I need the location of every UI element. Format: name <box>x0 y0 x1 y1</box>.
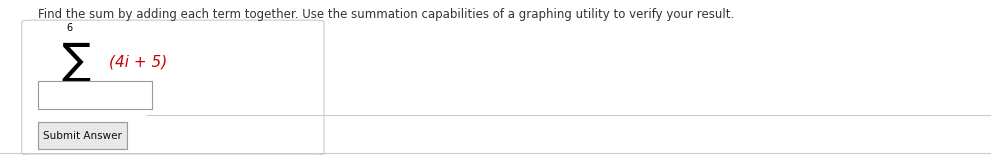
Text: (4i + 5): (4i + 5) <box>109 55 167 69</box>
Text: i = 1: i = 1 <box>59 88 83 98</box>
FancyBboxPatch shape <box>22 20 324 155</box>
Text: Find the sum by adding each term together. Use the summation capabilities of a g: Find the sum by adding each term togethe… <box>38 8 734 21</box>
FancyBboxPatch shape <box>38 122 127 149</box>
Text: Submit Answer: Submit Answer <box>43 131 122 141</box>
Text: $\sum$: $\sum$ <box>61 40 91 84</box>
FancyBboxPatch shape <box>38 81 152 108</box>
Text: 6: 6 <box>66 23 72 33</box>
